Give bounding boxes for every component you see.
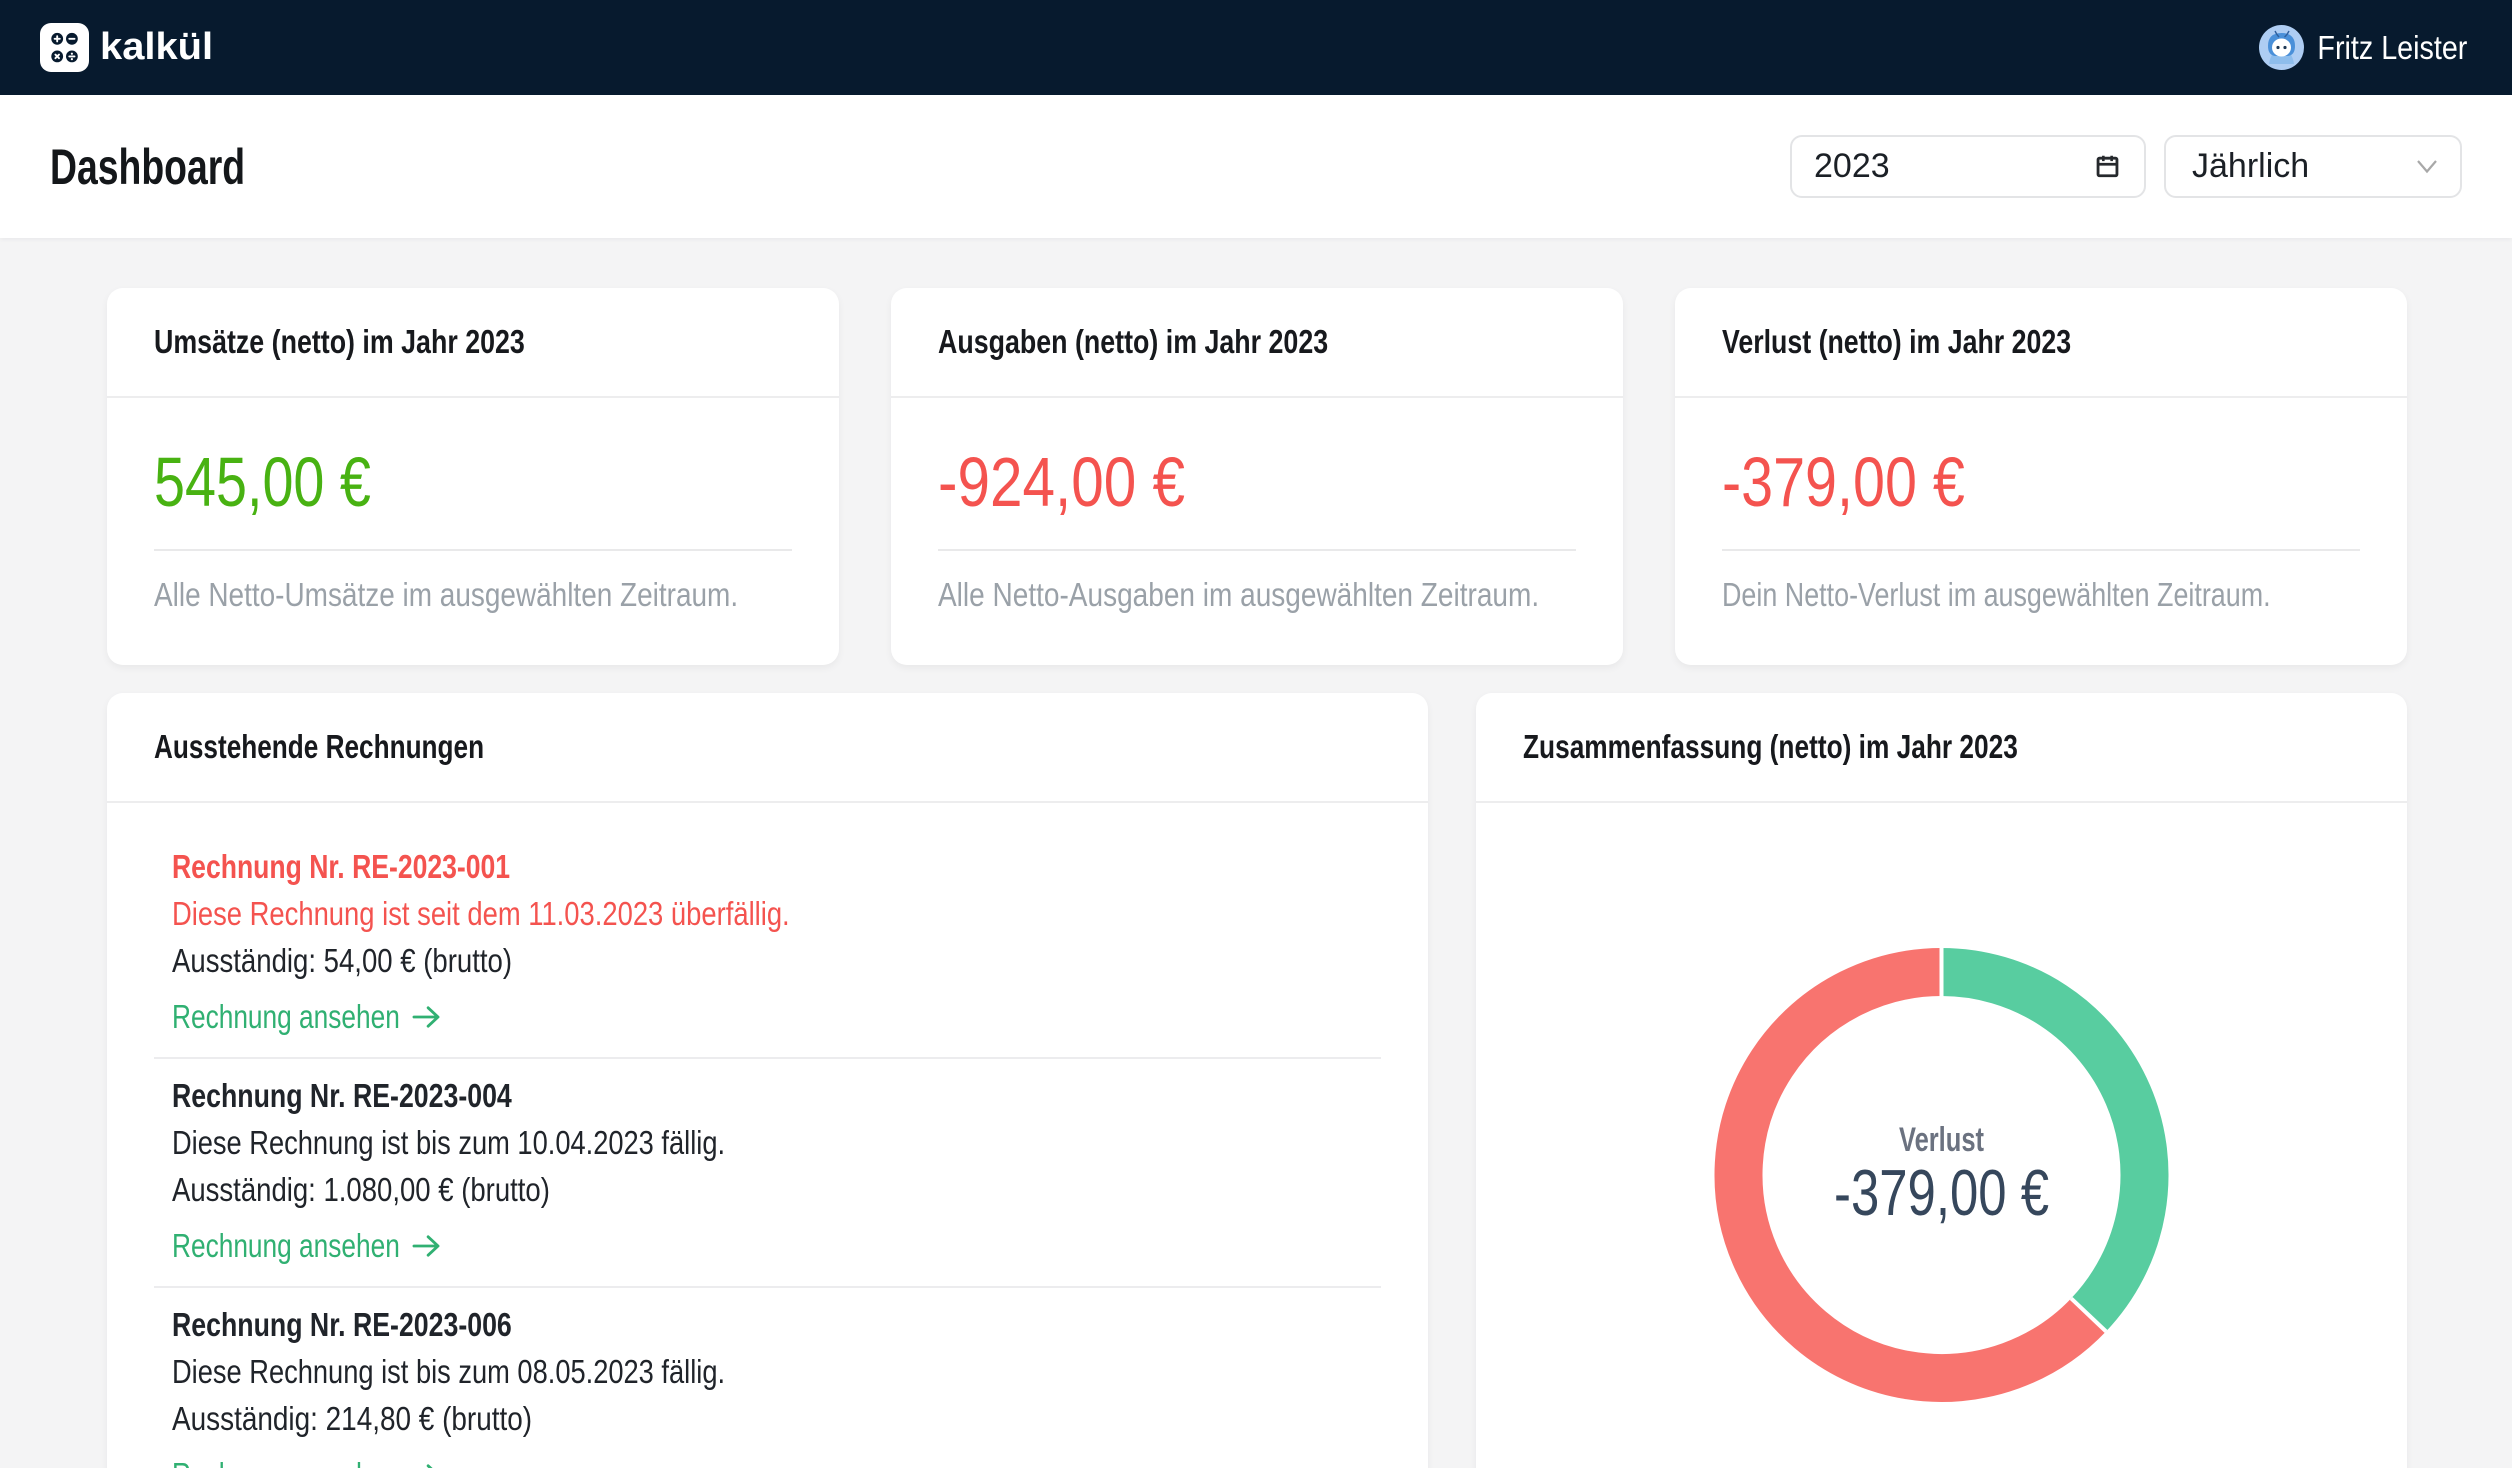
- svg-text:Verlust: Verlust: [1899, 1121, 1984, 1159]
- svg-text:-379,00 €: -379,00 €: [1834, 1156, 2049, 1229]
